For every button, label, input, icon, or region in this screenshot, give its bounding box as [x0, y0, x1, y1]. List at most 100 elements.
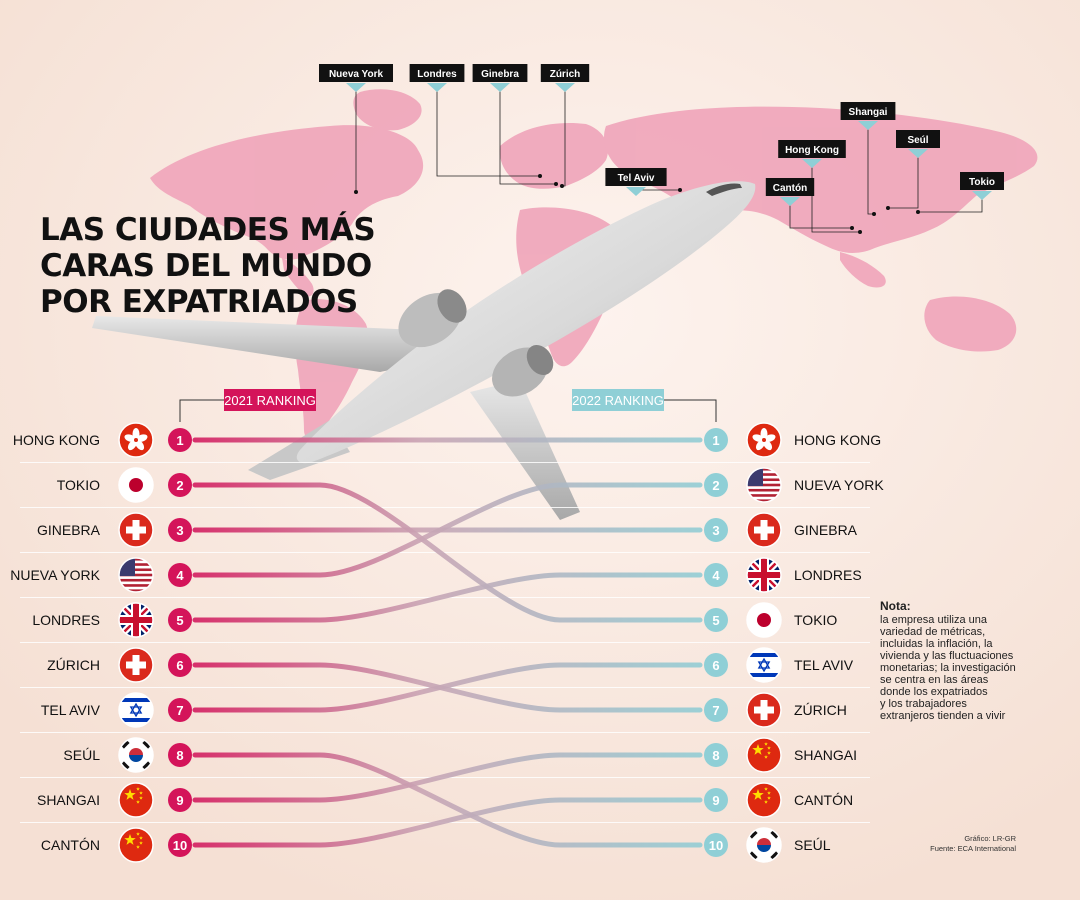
switzerland-flag [118, 512, 154, 548]
rank-badge-2022 [704, 833, 728, 857]
rank-number-2021: 2 [176, 478, 183, 493]
israel-flag [118, 692, 154, 728]
north-america-shape [150, 125, 424, 260]
map-label-text: Seúl [907, 135, 928, 146]
rank-badge-2022 [704, 428, 728, 452]
city-name-2021: NUEVA YORK [10, 567, 100, 583]
rank-number-2022: 2 [712, 478, 719, 493]
credits: Gráfico: LR-GR Fuente: ECA International [856, 834, 1016, 854]
ranking-row-2021: SEÚL 8 [63, 737, 192, 773]
switzerland-flag [746, 692, 782, 728]
china-flag [118, 782, 154, 818]
south-korea-flag [746, 827, 782, 863]
rank-number-2022: 8 [712, 748, 719, 763]
uk-flag [118, 602, 154, 638]
map-label-box [605, 168, 667, 186]
map-pin-dot [872, 212, 876, 216]
rank-badge-2021 [168, 518, 192, 542]
rank-badge-2022 [704, 563, 728, 587]
rank-number-2021: 5 [176, 613, 183, 628]
map-labels: Nueva York Londres Ginebra Zúrich Shangai Seú… [319, 64, 1004, 234]
map-label-text: Tel Aviv [618, 173, 655, 184]
rank-number-2021: 4 [176, 568, 184, 583]
map-label-box [778, 140, 846, 158]
ranking-connector-shangai [192, 752, 703, 803]
rank-number-2021: 10 [173, 838, 187, 853]
title-line: CARAS DEL MUNDO [40, 248, 372, 284]
rank-badge-2022 [704, 608, 728, 632]
note-line: incluidas la inflación, la [880, 638, 993, 650]
rank-number-2021: 7 [176, 703, 183, 718]
map-label-pointer [346, 83, 366, 92]
ranking-row-2021: TOKIO 2 [57, 467, 192, 503]
europe-shape [499, 122, 608, 189]
ranking-row-2021: HONG KONG 1 [13, 422, 192, 458]
header-box [224, 389, 316, 411]
map-pin-dot [678, 188, 682, 192]
rank-number-2021: 6 [176, 658, 183, 673]
map-label-box [409, 64, 465, 82]
rank-number-2021: 8 [176, 748, 183, 763]
page-title: LAS CIUDADES MÁS CARAS DEL MUNDO POR EXP… [40, 212, 400, 320]
row-dividers [20, 462, 870, 823]
map-pin-dot [538, 174, 542, 178]
rank-badge-2021 [168, 428, 192, 452]
city-name-2022: GINEBRA [794, 522, 858, 538]
note-line: vivienda y las fluctuaciones [880, 650, 1014, 662]
header-2021-ranking: 2021 RANKING [179, 389, 316, 422]
map-leader-line [499, 90, 556, 185]
city-name-2021: TOKIO [57, 477, 100, 493]
map-pin-dot [354, 190, 358, 194]
rank-number-2022: 1 [712, 433, 719, 448]
header-text: 2021 RANKING [224, 393, 316, 408]
map-city-label: Tel Aviv [605, 168, 682, 196]
note-line: la empresa utiliza una [880, 614, 988, 626]
ranking-chart: 2021 RANKING 2022 RANKING HONG KONG 1 1 HONG… [10, 389, 884, 863]
ranking-row-2022: 6 TEL AVIV [704, 647, 854, 683]
ranking-row-2021: LONDRES 5 [32, 602, 192, 638]
city-name-2022: CANTÓN [794, 792, 853, 808]
rank-badge-2021 [168, 788, 192, 812]
ranking-row-2022: 5 TOKIO [704, 602, 837, 638]
map-label-text: Nueva York [329, 69, 384, 80]
map-label-pointer [626, 187, 646, 196]
plane-engine-left-intake [437, 289, 467, 323]
plane-fuselage [296, 181, 756, 464]
map-label-pointer [908, 149, 928, 158]
map-label-text: Zúrich [550, 69, 581, 80]
note-line: y los trabajadores [880, 698, 967, 710]
ranking-row-2022: 1 HONG KONG [704, 422, 881, 458]
header-text: 2022 RANKING [572, 393, 664, 408]
ranking-row-2022: 10 SEÚL [704, 827, 831, 863]
switzerland-flag [118, 647, 154, 683]
rank-number-2022: 4 [712, 568, 720, 583]
map-city-label: Zúrich [540, 64, 590, 188]
note-line: extranjeros tienden a vivir [880, 710, 1006, 722]
rank-number-2022: 3 [712, 523, 719, 538]
title-line: LAS CIUDADES MÁS [40, 212, 376, 248]
ranking-headers: 2021 RANKING 2022 RANKING [179, 389, 717, 422]
map-label-pointer [972, 191, 992, 200]
city-name-2022: NUEVA YORK [794, 477, 884, 493]
map-pin-dot [554, 182, 558, 186]
greenland-shape [353, 89, 422, 131]
ranking-connector-seúl [192, 752, 703, 848]
map-label-box [540, 64, 590, 82]
city-name-2021: HONG KONG [13, 432, 100, 448]
map-label-box [319, 64, 393, 82]
ranking-row-2022: 7 ZÚRICH [704, 692, 847, 728]
rank-badge-2021 [168, 473, 192, 497]
city-name-2021: TEL AVIV [41, 702, 101, 718]
map-label-text: Cantón [773, 183, 807, 194]
map-label-pointer [802, 159, 822, 168]
rank-badge-2022 [704, 743, 728, 767]
note-line: se centra en las áreas [880, 674, 989, 686]
southeast-asia-shape [840, 252, 886, 288]
map-label-text: Londres [417, 69, 457, 80]
rank-number-2021: 3 [176, 523, 183, 538]
japan-flag [746, 602, 782, 638]
map-city-label: Londres [409, 64, 542, 178]
ranking-connector-londres [192, 572, 703, 623]
rank-badge-2022 [704, 473, 728, 497]
